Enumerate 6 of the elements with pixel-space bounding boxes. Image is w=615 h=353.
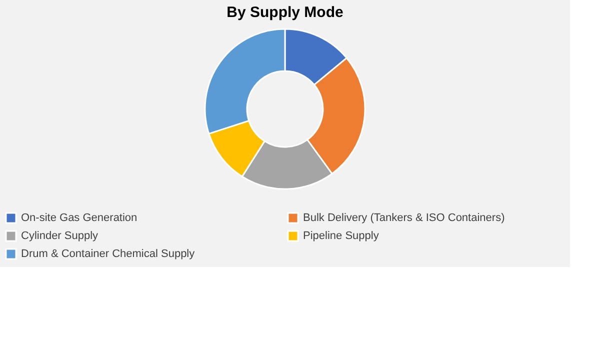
legend-label: Cylinder Supply [21, 230, 99, 242]
legend-label: Pipeline Supply [303, 230, 380, 242]
legend-label: On-site Gas Generation [21, 212, 138, 224]
legend-label: Drum & Container Chemical Supply [21, 248, 196, 260]
legend-label: Bulk Delivery (Tankers & ISO Containers) [303, 212, 505, 224]
chart-title: By Supply Mode [226, 4, 344, 21]
